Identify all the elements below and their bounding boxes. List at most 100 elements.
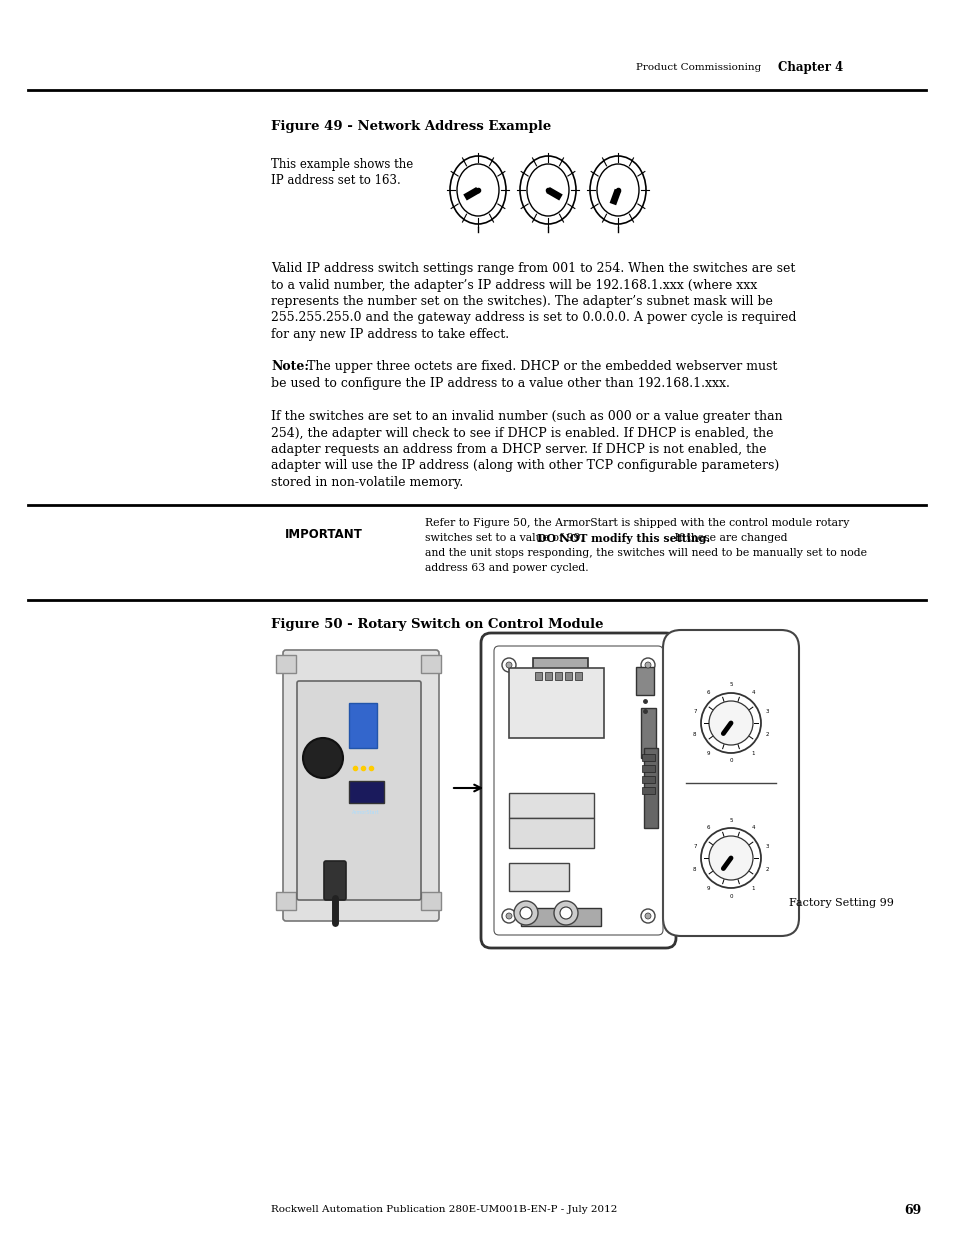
Text: Rockwell Automation Publication 280E-UM001B-EN-P - July 2012: Rockwell Automation Publication 280E-UM0…	[271, 1205, 617, 1214]
Text: 9: 9	[706, 887, 710, 892]
Text: Figure 49 - Network Address Example: Figure 49 - Network Address Example	[271, 120, 551, 133]
Bar	[275, 892, 295, 910]
Text: 0: 0	[728, 758, 732, 763]
Bar	[420, 892, 440, 910]
Ellipse shape	[456, 164, 498, 216]
Bar	[641, 764, 655, 772]
Text: switches set to a value of 99.: switches set to a value of 99.	[424, 534, 587, 543]
Text: adapter will use the IP address (along with other TCP configurable parameters): adapter will use the IP address (along w…	[271, 459, 779, 473]
Text: for any new IP address to take effect.: for any new IP address to take effect.	[271, 329, 509, 341]
Text: Figure 50 - Rotary Switch on Control Module: Figure 50 - Rotary Switch on Control Mod…	[271, 618, 603, 631]
Text: to a valid number, the adapter’s IP address will be 192.168.1.xxx (where xxx: to a valid number, the adapter’s IP addr…	[271, 279, 757, 291]
Ellipse shape	[597, 164, 639, 216]
Circle shape	[640, 658, 655, 672]
Bar	[509, 793, 594, 818]
Bar	[643, 748, 658, 827]
Text: ArmorStart: ArmorStart	[352, 810, 379, 815]
Circle shape	[640, 909, 655, 923]
Text: IMPORTANT: IMPORTANT	[285, 529, 362, 541]
Text: represents the number set on the switches). The adapter’s subnet mask will be: represents the number set on the switche…	[271, 295, 772, 308]
Text: Product Commissioning: Product Commissioning	[636, 63, 760, 73]
Text: 6: 6	[706, 825, 710, 830]
Text: 4: 4	[751, 825, 754, 830]
Bar	[509, 863, 568, 890]
Text: 7: 7	[693, 709, 696, 714]
Text: 8: 8	[693, 867, 696, 872]
Text: stored in non-volatile memory.: stored in non-volatile memory.	[271, 475, 463, 489]
Bar	[641, 776, 655, 783]
Bar	[349, 703, 376, 748]
Bar	[640, 708, 656, 758]
Text: 7: 7	[693, 844, 696, 848]
Text: Note:: Note:	[271, 359, 309, 373]
Text: 1: 1	[751, 887, 754, 892]
Circle shape	[700, 827, 760, 888]
Bar	[275, 655, 295, 673]
Text: 4: 4	[751, 690, 754, 695]
Text: be used to configure the IP address to a value other than 192.168.1.xxx.: be used to configure the IP address to a…	[271, 377, 729, 389]
Circle shape	[505, 913, 512, 919]
Bar	[544, 672, 552, 680]
Bar	[533, 658, 587, 678]
Circle shape	[708, 836, 752, 881]
Bar	[636, 667, 654, 695]
Circle shape	[303, 739, 343, 778]
Bar	[535, 672, 541, 680]
Ellipse shape	[519, 156, 576, 224]
Bar	[575, 672, 581, 680]
Text: adapter requests an address from a DHCP server. If DHCP is not enabled, the: adapter requests an address from a DHCP …	[271, 443, 765, 456]
Circle shape	[505, 662, 512, 668]
Text: 8: 8	[693, 732, 696, 737]
FancyBboxPatch shape	[480, 634, 676, 948]
Text: 254), the adapter will check to see if DHCP is enabled. If DHCP is enabled, the: 254), the adapter will check to see if D…	[271, 426, 773, 440]
Text: 69: 69	[903, 1203, 921, 1216]
Ellipse shape	[589, 156, 645, 224]
Bar	[641, 787, 655, 794]
Text: 0: 0	[728, 893, 732, 899]
Circle shape	[554, 902, 578, 925]
FancyBboxPatch shape	[662, 630, 799, 936]
Text: If these are changed: If these are changed	[670, 534, 786, 543]
FancyBboxPatch shape	[324, 861, 346, 900]
Text: 255.255.255.0 and the gateway address is set to 0.0.0.0. A power cycle is requir: 255.255.255.0 and the gateway address is…	[271, 311, 796, 325]
Bar	[520, 908, 600, 926]
Circle shape	[708, 701, 752, 745]
Text: DO NOT modify this setting.: DO NOT modify this setting.	[537, 534, 709, 543]
Text: Valid IP address switch settings range from 001 to 254. When the switches are se: Valid IP address switch settings range f…	[271, 262, 795, 275]
Circle shape	[501, 658, 516, 672]
Text: If the switches are set to an invalid number (such as 000 or a value greater tha: If the switches are set to an invalid nu…	[271, 410, 781, 424]
Bar	[420, 655, 440, 673]
Ellipse shape	[450, 156, 505, 224]
Text: and the unit stops responding, the switches will need to be manually set to node: and the unit stops responding, the switc…	[424, 548, 866, 558]
FancyBboxPatch shape	[283, 650, 438, 921]
Bar	[564, 672, 572, 680]
Bar	[555, 672, 561, 680]
Circle shape	[514, 902, 537, 925]
Circle shape	[700, 693, 760, 753]
Text: 5: 5	[728, 683, 732, 688]
Text: 2: 2	[764, 732, 768, 737]
Bar	[641, 755, 655, 761]
Text: 9: 9	[706, 751, 710, 756]
Text: 3: 3	[764, 844, 768, 848]
Ellipse shape	[526, 164, 568, 216]
Circle shape	[501, 909, 516, 923]
FancyBboxPatch shape	[296, 680, 420, 900]
Bar	[349, 781, 384, 803]
Circle shape	[519, 906, 532, 919]
Text: 5: 5	[728, 818, 732, 823]
Text: Refer to Figure 50, the ArmorStart is shipped with the control module rotary: Refer to Figure 50, the ArmorStart is sh…	[424, 517, 848, 529]
Bar	[509, 668, 603, 739]
Bar	[509, 818, 594, 848]
Text: address 63 and power cycled.: address 63 and power cycled.	[424, 563, 588, 573]
Text: The upper three octets are fixed. DHCP or the embedded webserver must: The upper three octets are fixed. DHCP o…	[303, 359, 777, 373]
Text: This example shows the: This example shows the	[271, 158, 413, 170]
Text: Factory Setting 99: Factory Setting 99	[788, 898, 893, 908]
Text: 2: 2	[764, 867, 768, 872]
Text: 3: 3	[764, 709, 768, 714]
Text: 1: 1	[751, 751, 754, 756]
Circle shape	[559, 906, 572, 919]
Text: IP address set to 163.: IP address set to 163.	[271, 174, 400, 188]
Circle shape	[644, 662, 650, 668]
Text: Chapter 4: Chapter 4	[778, 62, 842, 74]
